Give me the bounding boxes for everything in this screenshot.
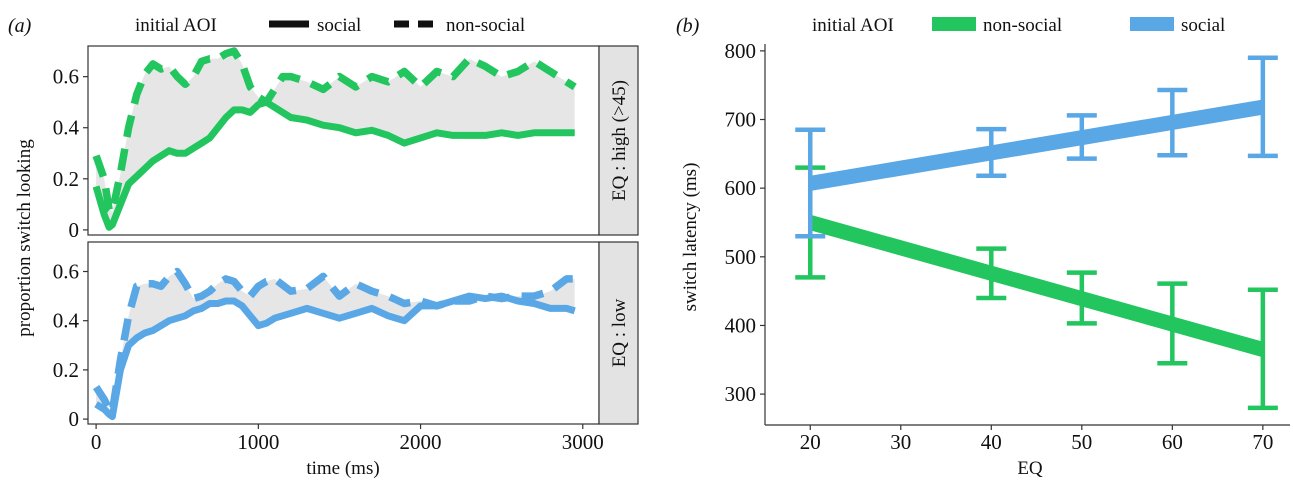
y-tick-label: 600: [725, 176, 757, 200]
facet-eq-low-frame: [87, 241, 600, 425]
strip-eq-high-label: EQ : high (>45): [609, 80, 630, 201]
ribbon-eq-low: [96, 271, 575, 417]
panel-a: (a) initial AOI social non-social EQ : h…: [8, 15, 639, 479]
x-tick-label: 30: [890, 430, 911, 454]
error-bar-social: [1157, 87, 1188, 158]
y-tick-label: 0.2: [53, 167, 79, 191]
y-tick-label: 0: [69, 218, 80, 242]
strip-eq-low: [598, 241, 639, 425]
ribbon-eq-high: [96, 51, 575, 228]
facet-eq-high: EQ : high (>45) 0 0.2 0.4 0.6: [53, 45, 639, 242]
error-bar-non-social: [1247, 287, 1278, 411]
y-tick-label: 0: [69, 407, 80, 431]
panel-a-legend-title: initial AOI: [135, 15, 217, 36]
panel-b-legend: initial AOI non-social social: [812, 15, 1225, 36]
y-tick-label: 300: [725, 382, 757, 406]
legend-key-non-social-green: [932, 17, 976, 31]
lines-eq-high: [92, 47, 577, 231]
panel-a-legend-label-social: social: [317, 15, 361, 36]
ribbon-area: [96, 271, 575, 417]
strip-eq-low-label: EQ : low: [609, 298, 630, 367]
y-tick-label: 700: [725, 108, 757, 132]
error-bar-non-social: [1157, 281, 1188, 366]
series-non-social: [795, 165, 1278, 411]
error-bar-social: [795, 127, 826, 239]
series-line-core-social: [95, 294, 576, 419]
x-tick-label: 70: [1252, 430, 1273, 454]
panel-a-legend: initial AOI social non-social: [135, 15, 525, 36]
y-tick-label: 0.4: [53, 116, 80, 140]
panel-a-legend-label-non-social: non-social: [446, 15, 525, 36]
error-bar-social: [1247, 55, 1278, 159]
y-tick-label: 0.6: [53, 65, 79, 89]
panel-a-tag: (a): [8, 15, 32, 37]
panel-b-plot: [795, 55, 1278, 411]
panel-b-legend-title: initial AOI: [812, 15, 894, 36]
x-tick-label: 50: [1071, 430, 1092, 454]
error-bar-non-social: [976, 246, 1007, 301]
panel-b-legend-label-non-social: non-social: [983, 15, 1062, 36]
panel-b-xlabel: EQ: [1017, 458, 1043, 479]
yticks-eq-low: 0 0.2 0.4 0.6: [53, 260, 88, 431]
fit-line-social: [809, 99, 1265, 191]
panel-b-tag: (b): [676, 15, 700, 37]
yticks-panel-b: 300 400 500 600 700 800: [725, 39, 765, 406]
yticks-eq-high: 0 0.2 0.4 0.6: [53, 65, 88, 242]
y-tick-label: 400: [725, 313, 757, 337]
x-tick-label: 0: [91, 430, 102, 454]
panel-b-legend-label-social: social: [1181, 15, 1225, 36]
panel-b-ylabel: switch latency (ms): [680, 163, 701, 312]
xticks-panel-a: 0 1000 2000 3000: [91, 424, 604, 454]
fit-line-non-social: [808, 215, 1265, 357]
x-tick-label: 3000: [562, 430, 604, 454]
y-tick-label: 500: [725, 245, 757, 269]
error-bar-social: [1066, 113, 1097, 161]
y-tick-label: 0.2: [53, 358, 79, 382]
error-bar-non-social: [1066, 270, 1097, 326]
error-bar-social: [976, 126, 1007, 179]
x-tick-label: 20: [800, 430, 821, 454]
panel-a-xlabel: time (ms): [306, 458, 379, 479]
series-line-non-social: [92, 267, 575, 416]
panel-a-ylabel: proportion switch looking: [14, 139, 35, 337]
series-line-non-social: [92, 47, 577, 216]
legend-key-social-blue: [1130, 17, 1174, 31]
panel-b: (b) initial AOI non-social social 300 400…: [676, 15, 1290, 479]
y-tick-label: 800: [725, 39, 757, 63]
x-tick-label: 2000: [400, 430, 442, 454]
y-tick-label: 0.4: [53, 309, 80, 333]
x-tick-label: 40: [981, 430, 1002, 454]
strip-eq-high: [598, 45, 639, 236]
ribbon-area: [96, 51, 575, 228]
x-tick-label: 60: [1162, 430, 1183, 454]
x-tick-label: 1000: [237, 430, 279, 454]
facet-eq-low: EQ : low 0 0.2 0.4 0.6 0 1000 2000 3000: [53, 241, 639, 454]
series-social: [795, 55, 1278, 239]
y-tick-label: 0.6: [53, 260, 79, 284]
lines-eq-low: [92, 267, 576, 421]
xticks-panel-b: 20 30 40 50 60 70: [800, 425, 1273, 454]
